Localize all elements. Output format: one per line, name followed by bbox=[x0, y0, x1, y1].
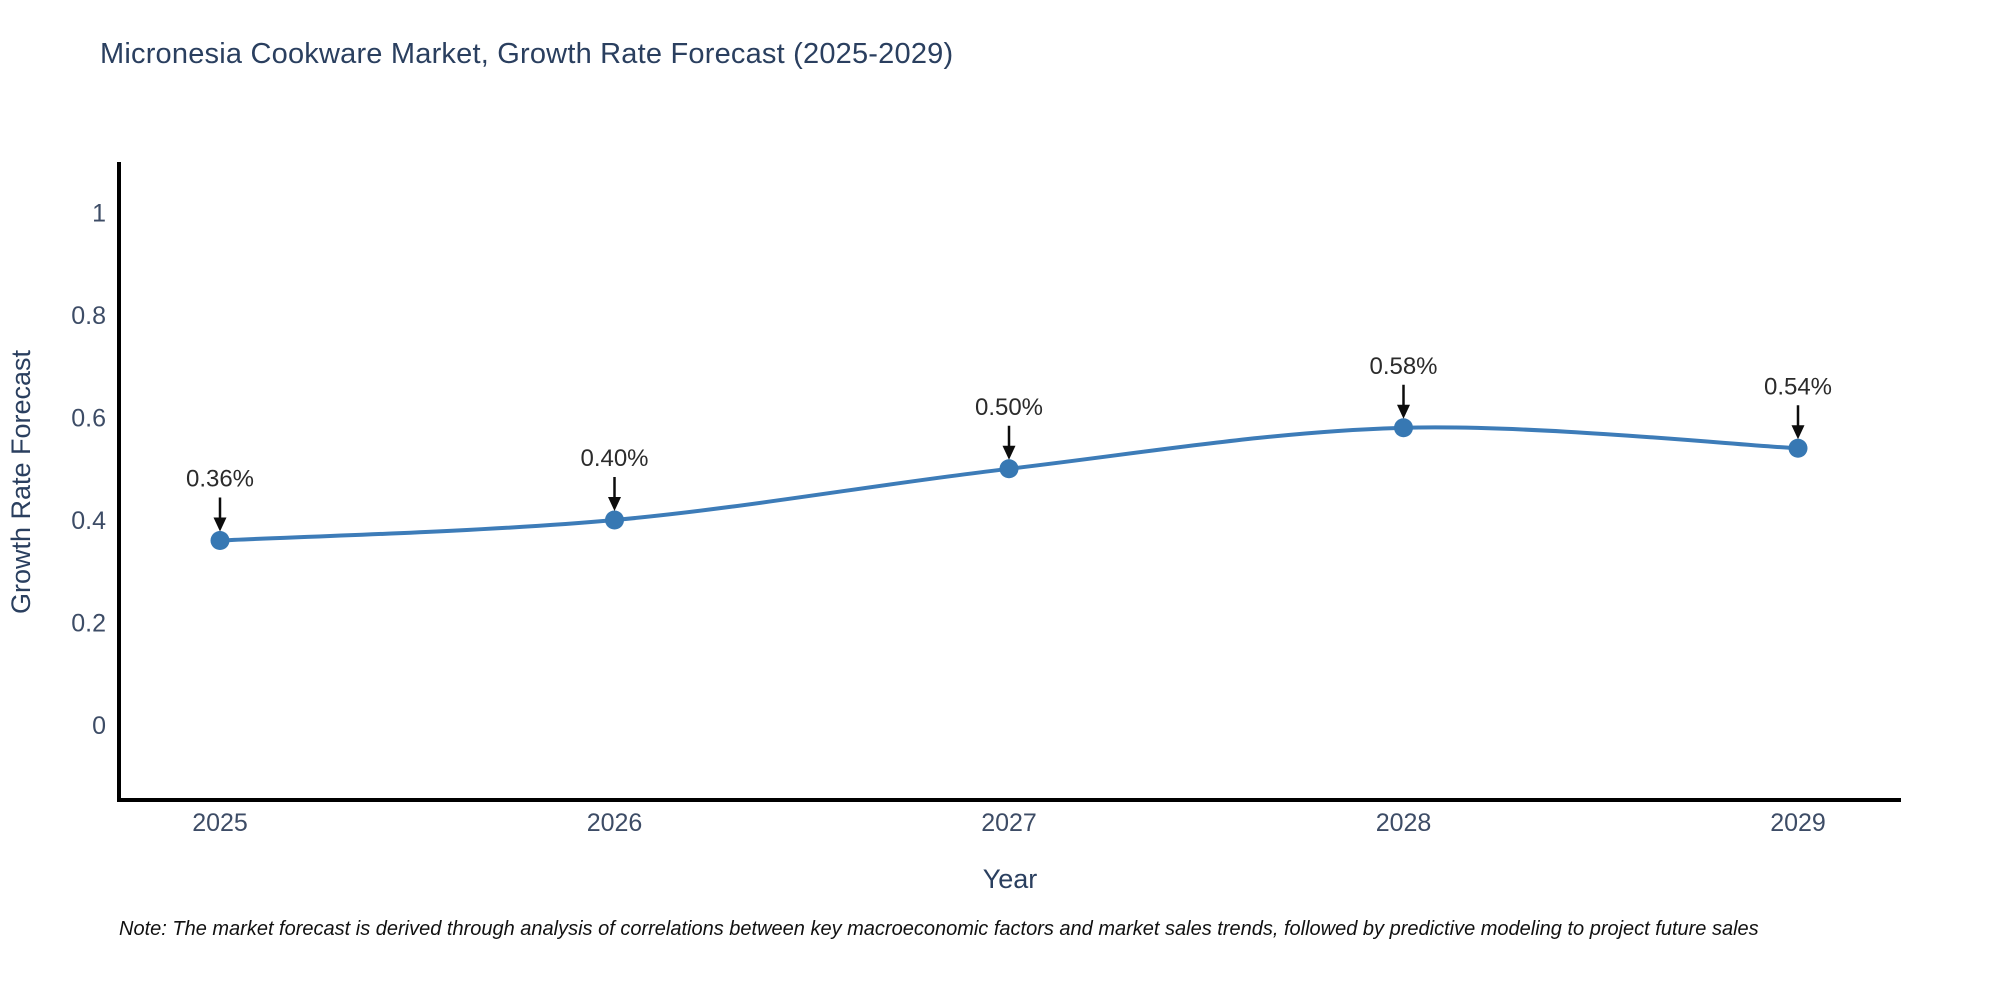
chart-title: Micronesia Cookware Market, Growth Rate … bbox=[100, 38, 954, 70]
y-tick-label-1: 1 bbox=[92, 200, 106, 228]
data-point-2027 bbox=[999, 459, 1019, 479]
x-tick-label-2026: 2026 bbox=[587, 809, 643, 837]
annotation-arrowhead-icon-2029 bbox=[1791, 425, 1805, 440]
annotation-label-2027: 0.50% bbox=[975, 394, 1043, 421]
x-axis-title: Year bbox=[983, 864, 1038, 894]
data-point-2025 bbox=[210, 531, 230, 550]
annotation-arrowhead-icon-2028 bbox=[1397, 404, 1410, 419]
y-tick-label-0.4: 0.4 bbox=[71, 507, 106, 535]
data-point-2029 bbox=[1788, 438, 1808, 458]
annotation-arrowhead-icon-2026 bbox=[608, 497, 621, 511]
x-tick-label-2025: 2025 bbox=[192, 809, 248, 837]
data-point-2026 bbox=[605, 510, 624, 530]
annotation-arrowhead-icon-2025 bbox=[213, 517, 227, 532]
annotation-arrowhead-icon-2027 bbox=[1002, 445, 1016, 460]
y-axis-title: Growth Rate Forecast bbox=[6, 349, 36, 614]
y-tick-label-0.6: 0.6 bbox=[71, 405, 106, 433]
footnote-text: Note: The market forecast is derived thr… bbox=[119, 918, 1759, 940]
x-tick-label-2027: 2027 bbox=[981, 809, 1037, 837]
x-tick-label-2028: 2028 bbox=[1376, 809, 1432, 837]
annotation-label-2025: 0.36% bbox=[186, 466, 254, 493]
annotation-label-2029: 0.54% bbox=[1764, 373, 1832, 400]
y-tick-label-0: 0 bbox=[92, 712, 106, 740]
annotation-label-2026: 0.40% bbox=[580, 445, 648, 472]
x-tick-label-2029: 2029 bbox=[1770, 809, 1826, 837]
y-tick-label-0.8: 0.8 bbox=[71, 302, 106, 330]
y-tick-label-0.2: 0.2 bbox=[71, 610, 106, 638]
data-point-2028 bbox=[1394, 418, 1413, 438]
annotation-label-2028: 0.58% bbox=[1369, 353, 1437, 380]
